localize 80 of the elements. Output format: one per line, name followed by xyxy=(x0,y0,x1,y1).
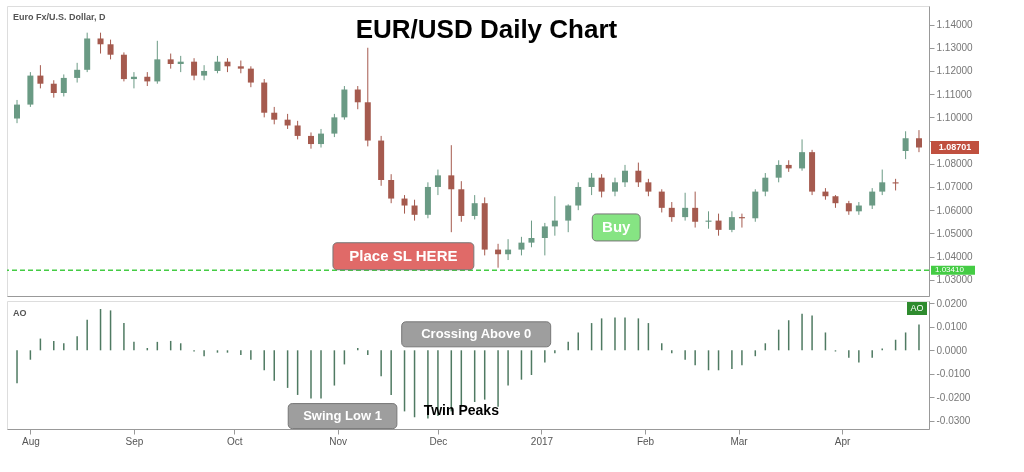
candlestick xyxy=(191,57,198,81)
candlestick xyxy=(471,194,478,220)
x-tick-label: Oct xyxy=(226,435,243,447)
candlestick xyxy=(318,128,325,149)
candlestick xyxy=(658,188,665,213)
y-tick-label: 1.04000 xyxy=(936,251,974,263)
candlestick xyxy=(14,99,21,124)
x-tick-label: Aug xyxy=(21,435,40,447)
candlestick xyxy=(541,222,548,256)
y-tick-label: 1.10000 xyxy=(936,111,974,123)
candlestick xyxy=(622,164,629,188)
candlestick xyxy=(528,220,535,248)
chart-title: EUR/USD Daily Chart xyxy=(355,14,618,44)
y-tick-label: 1.06000 xyxy=(936,204,974,216)
candlestick xyxy=(879,169,886,196)
x-tick-label: Feb xyxy=(636,435,655,447)
candlestick xyxy=(715,213,722,237)
candlestick xyxy=(799,138,806,172)
candlestick xyxy=(635,162,642,188)
annotation: Crossing Above 0 xyxy=(421,326,532,342)
candlestick xyxy=(37,64,44,89)
candlestick xyxy=(107,39,114,60)
y-tick-label: 1.14000 xyxy=(936,19,974,31)
candlestick xyxy=(902,130,909,160)
x-tick-label: Nov xyxy=(329,435,348,447)
x-tick-label: 2017 xyxy=(530,435,554,447)
y-tick-label: 1.07000 xyxy=(936,181,974,193)
candlestick xyxy=(518,236,525,256)
y-tick-label: 1.12000 xyxy=(936,65,974,77)
candlestick xyxy=(60,73,67,97)
y-tick-label: 1.11000 xyxy=(936,88,973,100)
candlestick xyxy=(565,203,572,233)
candlestick xyxy=(588,172,595,196)
candlestick xyxy=(97,32,104,55)
candlestick xyxy=(401,194,408,215)
text: AO xyxy=(13,308,27,318)
y-tick-label: 1.13000 xyxy=(936,42,974,54)
y-tick-label: -0.0300 xyxy=(936,415,971,427)
candlestick xyxy=(668,201,675,223)
candlestick xyxy=(692,191,699,229)
candlestick xyxy=(74,62,81,84)
x-tick-label: Dec xyxy=(429,435,448,447)
x-tick-label: Mar xyxy=(730,435,749,447)
y-tick-label: -0.0100 xyxy=(936,368,971,380)
ref-line-label: 1.03410 xyxy=(935,265,965,275)
candlestick xyxy=(154,40,161,85)
candlestick xyxy=(575,181,582,211)
y-tick-label: 1.05000 xyxy=(936,227,974,239)
candlestick xyxy=(354,85,361,110)
text: Euro Fx/U.S. Dollar, D xyxy=(13,12,107,22)
annotation: Place SL HERE xyxy=(349,247,458,265)
candlestick xyxy=(762,172,769,197)
candlestick xyxy=(388,173,395,204)
annotation: 1.08701 xyxy=(938,142,972,153)
candlestick xyxy=(682,192,689,222)
candlestick xyxy=(307,131,314,150)
candlestick xyxy=(247,65,254,88)
candlestick xyxy=(411,199,418,222)
y-tick-label: -0.0200 xyxy=(936,391,971,403)
candlestick xyxy=(598,173,605,198)
candlestick xyxy=(728,210,735,233)
series-label: AO xyxy=(910,303,924,314)
candlestick xyxy=(869,187,876,210)
candlestick xyxy=(915,129,922,153)
candlestick xyxy=(434,169,441,196)
candlestick xyxy=(331,113,338,138)
candlestick xyxy=(611,177,618,197)
x-tick-label: Apr xyxy=(834,435,852,447)
candlestick xyxy=(201,64,208,81)
annotation: Swing Low 1 xyxy=(303,408,382,424)
y-tick-label: 1.03000 xyxy=(936,274,974,286)
y-tick-label: 0.0100 xyxy=(936,321,968,333)
annotation: Buy xyxy=(602,218,632,236)
x-tick-label: Sep xyxy=(125,435,144,447)
candlestick xyxy=(294,120,301,140)
candlestick xyxy=(448,144,455,233)
y-tick-label: 0.0000 xyxy=(936,344,968,356)
candlestick xyxy=(775,159,782,183)
y-tick-label: 1.08000 xyxy=(936,158,974,170)
y-tick-label: 0.0200 xyxy=(936,297,968,309)
